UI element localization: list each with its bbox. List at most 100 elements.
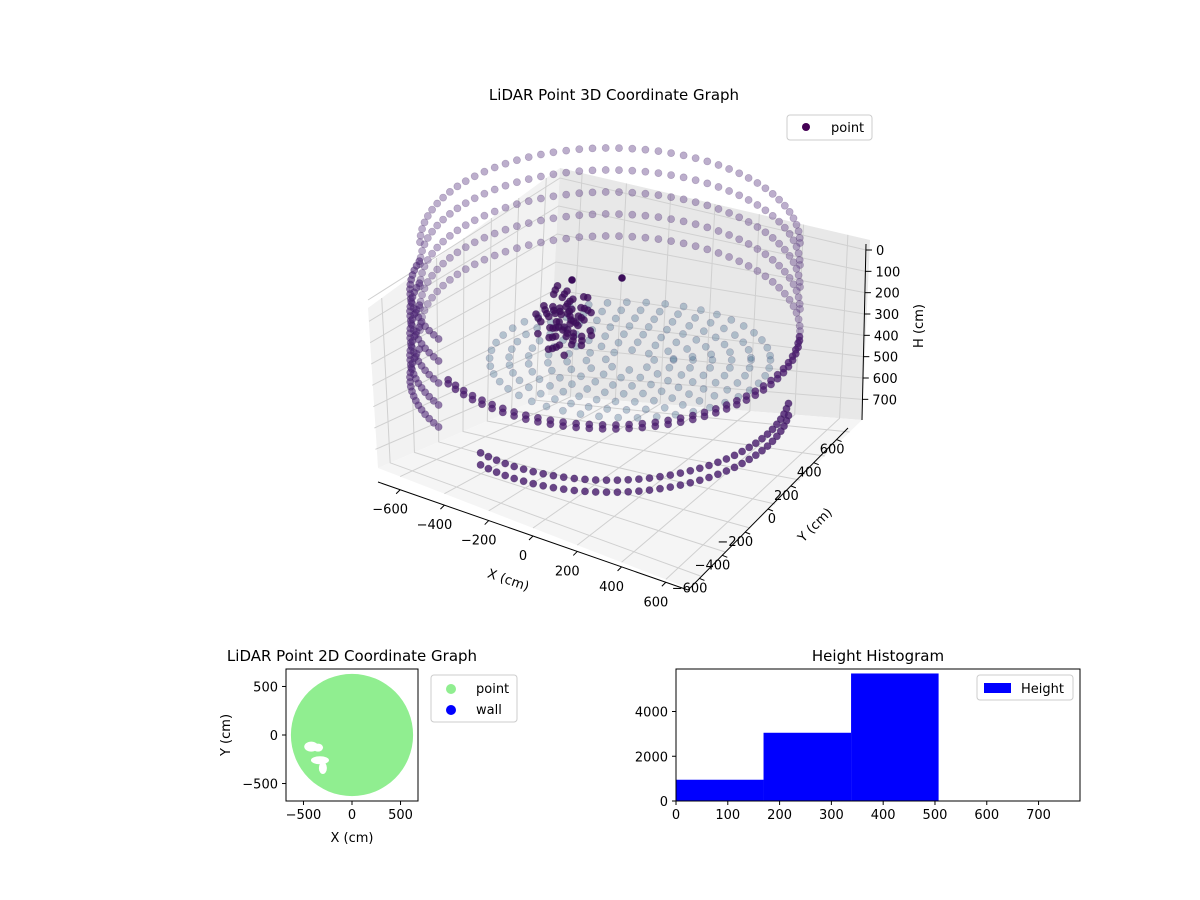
- point-3d: [510, 462, 519, 471]
- point-3d: [615, 232, 623, 240]
- point-3d: [615, 166, 623, 174]
- grid-3d-x-line: [444, 183, 627, 495]
- point-3d: [428, 249, 436, 258]
- point-3d: [415, 257, 424, 266]
- point-3d: [773, 420, 781, 429]
- y-tick-label-3d: −400: [695, 558, 731, 573]
- grid-3d-h-line: [370, 261, 865, 365]
- point-3d: [711, 408, 720, 417]
- point-3d: [641, 211, 650, 220]
- ticks-histogram: 0 100 200 300 400 500 600 700 0 2000 4000: [635, 706, 1051, 823]
- point-3d: [703, 201, 712, 210]
- point-3d: [420, 262, 429, 271]
- point-3d: [625, 366, 634, 374]
- point-3d: [686, 478, 695, 487]
- legend-3d: point: [786, 114, 873, 141]
- point-3d: [489, 370, 498, 378]
- point-3d: [535, 336, 544, 345]
- point-3d: [692, 335, 701, 344]
- point-3d: [434, 423, 443, 431]
- point-3d: [586, 348, 594, 357]
- point-3d: [433, 221, 442, 230]
- point-3d: [628, 144, 637, 153]
- point-3d: [433, 265, 442, 274]
- point-3d: [667, 237, 675, 245]
- point-3d: [519, 477, 528, 486]
- point-3d: [644, 323, 653, 331]
- point-3d: [562, 234, 571, 243]
- point-3d: [789, 258, 798, 267]
- point-3d: [766, 356, 775, 364]
- x-tick-label-2d: −500: [286, 808, 322, 823]
- point-3d: [672, 338, 681, 347]
- point-3d: [666, 483, 675, 491]
- point-3d: [722, 467, 731, 475]
- point-3d: [510, 412, 518, 420]
- scatter-2d-point-region: [290, 673, 414, 797]
- point-3d: [651, 422, 660, 431]
- point-3d: [524, 352, 533, 360]
- point-3d: [775, 239, 783, 248]
- point-3d: [697, 306, 705, 314]
- point-3d: [773, 432, 781, 441]
- x-tick-label-2d: 500: [388, 808, 413, 823]
- point-3d: [794, 249, 803, 258]
- point-3d: [601, 332, 610, 341]
- point-3d: [570, 486, 579, 495]
- h-tick-label-3d: 300: [874, 308, 899, 323]
- point-3d: [667, 149, 675, 157]
- point-3d: [575, 211, 584, 220]
- point-3d: [615, 144, 623, 152]
- point-3d: [714, 205, 723, 213]
- point-3d: [568, 276, 576, 284]
- point-3d: [641, 145, 650, 154]
- point-3d: [566, 319, 574, 328]
- point-3d: [691, 242, 700, 251]
- point-3d: [439, 259, 447, 268]
- point-3d: [722, 455, 731, 463]
- point-3d: [707, 350, 716, 359]
- point-3d: [445, 209, 454, 218]
- point-3d: [513, 178, 521, 187]
- point-3d: [628, 232, 637, 241]
- point-3d: [731, 331, 739, 339]
- y-tick-label-2d: −500: [242, 778, 278, 793]
- point-3d: [490, 229, 499, 238]
- point-3d: [549, 192, 558, 201]
- point-3d: [775, 195, 783, 204]
- point-3d: [794, 271, 803, 280]
- point-3d: [645, 486, 654, 494]
- point-3d: [686, 363, 694, 372]
- point-3d: [617, 373, 625, 382]
- point-3d: [420, 218, 429, 227]
- point-3d: [480, 255, 489, 264]
- point-3d: [761, 184, 770, 193]
- point-3d: [434, 335, 443, 343]
- point-3d: [647, 380, 655, 389]
- point-3d: [686, 466, 695, 475]
- point-3d: [745, 363, 754, 372]
- x-tick-3d: [572, 551, 578, 556]
- point-3d: [691, 313, 699, 322]
- point-3d: [501, 471, 510, 480]
- point-3d: [745, 443, 754, 452]
- point-3d: [624, 487, 633, 496]
- point-3d: [667, 193, 675, 201]
- point-3d: [434, 401, 443, 409]
- point-3d: [794, 293, 803, 302]
- point-3d: [685, 390, 693, 398]
- point-3d: [683, 345, 691, 353]
- y-tick-label-3d: −600: [672, 581, 708, 596]
- point-3d: [753, 245, 762, 253]
- point-3d: [714, 227, 723, 235]
- point-3d: [688, 415, 697, 424]
- point-3d: [617, 306, 626, 315]
- legend-2d: point wall: [430, 674, 518, 723]
- point-3d: [588, 144, 597, 153]
- point-3d: [559, 473, 568, 482]
- point-3d: [566, 312, 574, 320]
- h-tick-label-3d: 400: [874, 329, 899, 344]
- x-tick-3d: [484, 520, 490, 525]
- point-3d: [418, 225, 426, 233]
